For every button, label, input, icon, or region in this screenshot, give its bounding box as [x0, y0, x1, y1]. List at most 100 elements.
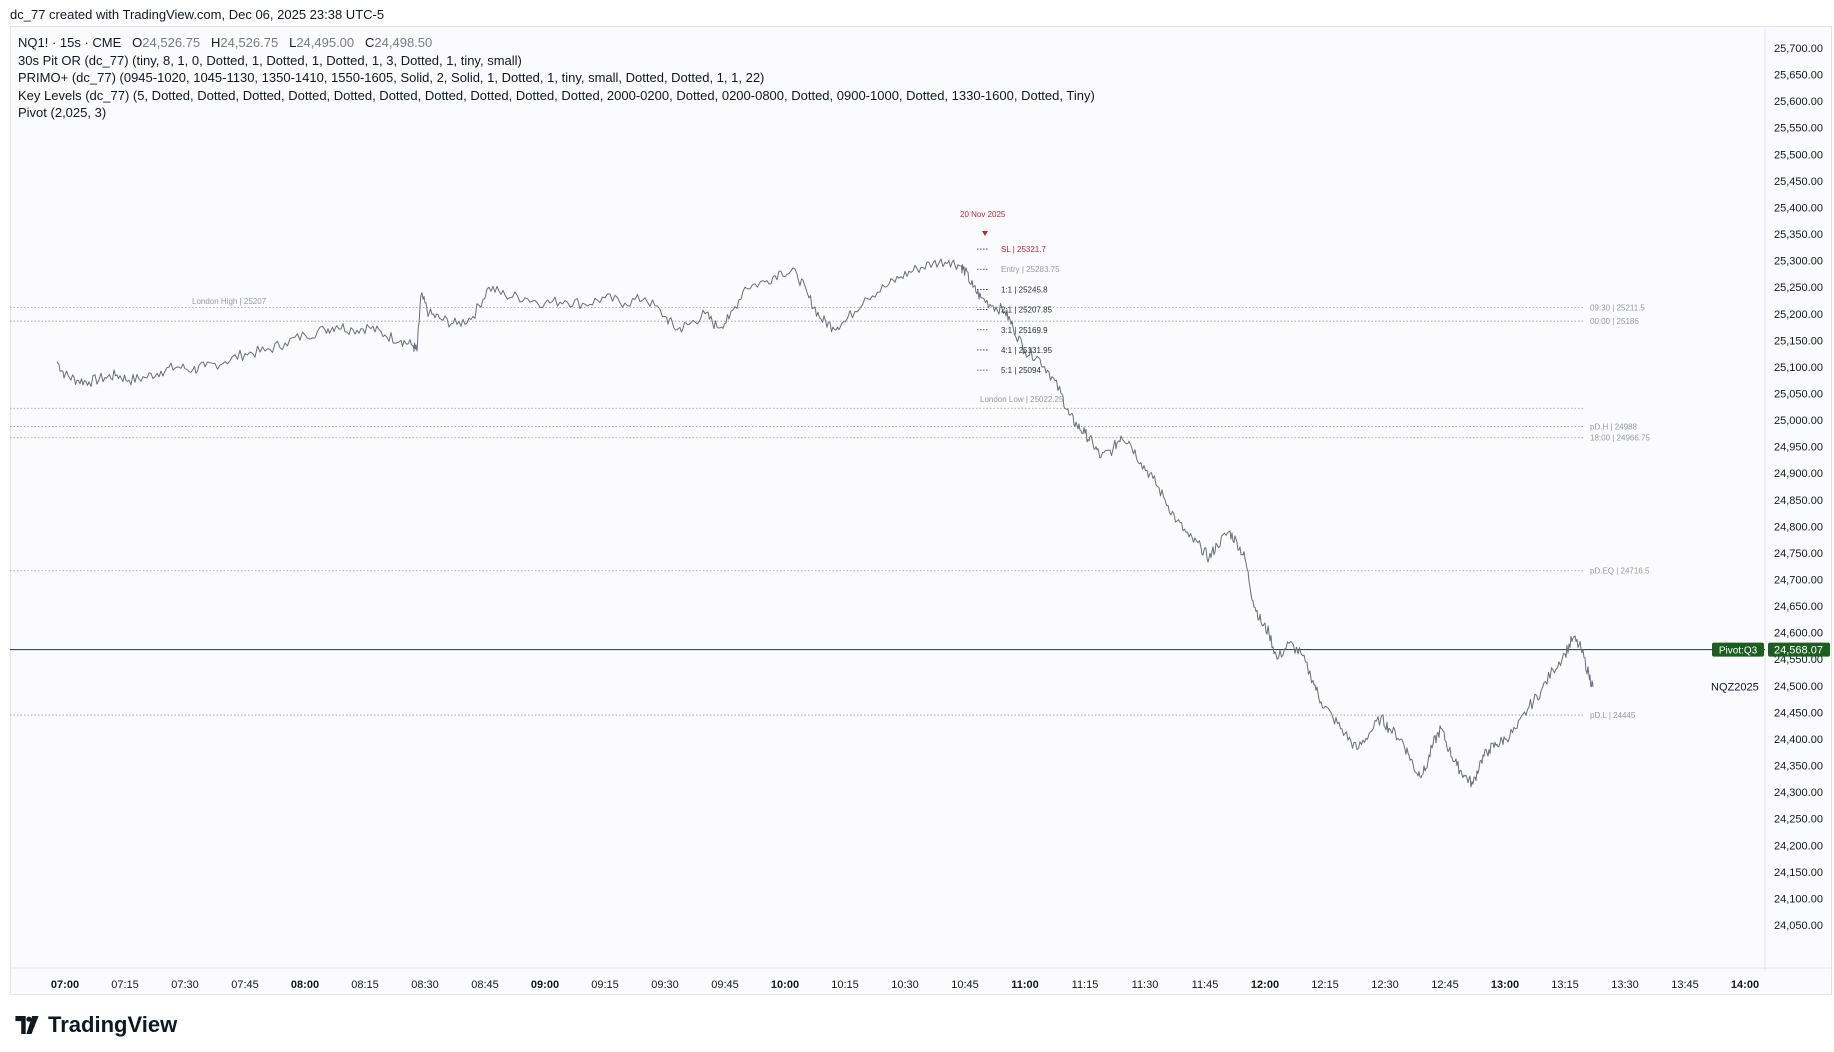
time-axis-tick-label: 09:00	[531, 979, 559, 991]
trade-level-label: Entry | 25283.75	[1001, 265, 1060, 274]
price-axis-tick-label: 25,400.00	[1774, 202, 1823, 214]
tradingview-brand[interactable]: TradingView	[12, 1012, 177, 1038]
price-axis-tick-label: 25,300.00	[1774, 256, 1823, 268]
time-axis-tick-label: 12:00	[1251, 979, 1279, 991]
time-axis-tick-label: 12:15	[1311, 979, 1339, 991]
price-axis-tick-label: 24,750.00	[1774, 548, 1823, 560]
time-axis-tick-label: 07:45	[231, 979, 259, 991]
time-axis-tick-label: 10:00	[771, 979, 799, 991]
indicator-pit-or[interactable]: 30s Pit OR (dc_77) (tiny, 8, 1, 0, Dotte…	[18, 52, 522, 68]
price-axis-tick-label: 24,600.00	[1774, 628, 1823, 640]
price-axis-tick-label: 25,050.00	[1774, 388, 1823, 400]
key-level-label: 18:00 | 24966.75	[1590, 434, 1650, 443]
time-axis-tick-label: 07:00	[51, 979, 79, 991]
price-axis-tick-label: 24,900.00	[1774, 468, 1823, 480]
key-level-label: 00:00 | 25186	[1590, 317, 1639, 326]
price-axis-tick-label: 25,500.00	[1774, 149, 1823, 161]
time-axis-tick-label: 13:15	[1551, 979, 1579, 991]
session-level-label: London High | 25207	[192, 297, 267, 306]
price-axis-tick-label: 24,050.00	[1774, 920, 1823, 932]
time-axis-tick-label: 13:00	[1491, 979, 1519, 991]
price-axis-tick-label: 25,100.00	[1774, 362, 1823, 374]
ohlc-high: H24,526.75	[210, 35, 279, 50]
price-axis-tick-label: 24,250.00	[1774, 814, 1823, 826]
ohlc-open: O24,526.75	[132, 35, 201, 50]
session-level-label: London Low | 25022.25	[980, 395, 1064, 404]
price-axis-tick-label: 24,850.00	[1774, 495, 1823, 507]
chart-frame	[10, 26, 1832, 995]
trade-marker-triangle-icon	[982, 231, 988, 236]
price-axis-tick-label: 25,150.00	[1774, 335, 1823, 347]
key-level-label: 09:30 | 25211.5	[1590, 304, 1645, 313]
key-level-label: pD.EQ | 24716.5	[1590, 567, 1650, 576]
price-axis-tick-label: 24,550.00	[1774, 654, 1823, 666]
price-axis-tick-label: 24,200.00	[1774, 840, 1823, 852]
price-axis-tick-label: 24,100.00	[1774, 893, 1823, 905]
trade-level-label: 3:1 | 25169.9	[1001, 326, 1048, 335]
ohlc-low: L24,495.00	[289, 35, 355, 50]
price-axis-tick-label: 25,650.00	[1774, 70, 1823, 82]
last-price-symbol-label: NQZ2025	[1711, 682, 1759, 694]
time-axis-tick-label: 13:45	[1671, 979, 1699, 991]
indicator-pivot[interactable]: Pivot (2,025, 3)	[18, 105, 107, 120]
price-axis-tick-label: 24,350.00	[1774, 761, 1823, 773]
ohlc-close: C24,498.50	[365, 35, 433, 50]
time-axis-tick-label: 13:30	[1611, 979, 1639, 991]
pivot-name-badge	[1712, 642, 1764, 657]
key-level-label: pD.L | 24445	[1590, 711, 1636, 720]
pivot-value-label: 24,568.07	[1774, 645, 1823, 657]
brand-name: TradingView	[48, 1012, 178, 1037]
price-axis-tick-label: 24,800.00	[1774, 521, 1823, 533]
price-axis-tick-label: 25,000.00	[1774, 415, 1823, 427]
time-axis-tick-label: 08:15	[351, 979, 379, 991]
time-axis-tick-label: 11:30	[1132, 979, 1159, 991]
time-axis-tick-label: 11:45	[1192, 979, 1219, 991]
price-chart[interactable]: 09:30 | 25211.5 00:00 | 25186 pD.H | 24988…	[0, 0, 1834, 1000]
pivot-name-label: Pivot:Q3	[1719, 646, 1758, 657]
price-axis-tick-label: 24,500.00	[1774, 681, 1823, 693]
time-axis-tick-label: 14:00	[1731, 979, 1759, 991]
indicator-primo[interactable]: PRIMO+ (dc_77) (0945-1020, 1045-1130, 13…	[18, 70, 765, 85]
tradingview-logo-icon	[15, 1016, 39, 1034]
time-axis-tick-label: 10:15	[831, 979, 859, 991]
price-axis-tick-label: 24,950.00	[1774, 442, 1823, 454]
time-axis-tick-label: 12:30	[1371, 979, 1399, 991]
trade-level-label: 2:1 | 25207.85	[1001, 306, 1053, 315]
time-axis-tick-label: 07:15	[111, 979, 139, 991]
time-axis-tick-label: 09:30	[651, 979, 679, 991]
price-axis-tick-label: 25,200.00	[1774, 309, 1823, 321]
price-axis-tick-label: 24,450.00	[1774, 707, 1823, 719]
time-axis-tick-label: 08:30	[411, 979, 439, 991]
indicator-key-levels[interactable]: Key Levels (dc_77) (5, Dotted, Dotted, D…	[18, 87, 1095, 103]
price-axis-tick-label: 24,400.00	[1774, 734, 1823, 746]
price-axis-tick-label: 25,700.00	[1774, 43, 1823, 55]
price-axis-tick-label: 25,450.00	[1774, 176, 1823, 188]
key-level-label: pD.H | 24988	[1590, 422, 1638, 431]
price-axis-tick-label: 25,250.00	[1774, 282, 1823, 294]
legend-symbol-row: NQ1! · 15s · CME O24,526.75 H24,526.75 L…	[18, 34, 1095, 52]
trade-date-label: 20 Nov 2025	[960, 210, 1006, 219]
time-axis-tick-label: 08:00	[291, 979, 319, 991]
price-axis-tick-label: 24,150.00	[1774, 867, 1823, 879]
price-axis-tick-label: 24,700.00	[1774, 575, 1823, 587]
time-axis-tick-label: 11:00	[1011, 979, 1039, 991]
time-axis-tick-label: 11:15	[1072, 979, 1099, 991]
price-axis-tick-label: 25,350.00	[1774, 229, 1823, 241]
header-attribution: dc_77 created with TradingView.com, Dec …	[10, 7, 385, 22]
price-axis-tick-label: 24,300.00	[1774, 787, 1823, 799]
trade-level-label: 5:1 | 25094	[1001, 366, 1041, 375]
time-axis-tick-label: 09:15	[591, 979, 619, 991]
price-series-line	[56, 258, 1594, 788]
chart-legend: NQ1! · 15s · CME O24,526.75 H24,526.75 L…	[18, 34, 1095, 122]
price-axis-tick-label: 25,600.00	[1774, 96, 1823, 108]
symbol-label[interactable]: NQ1! · 15s · CME	[18, 35, 122, 50]
price-axis-tick-label: 25,550.00	[1774, 123, 1823, 135]
time-axis-tick-label: 08:45	[471, 979, 499, 991]
trade-level-label: SL | 25321.7	[1001, 245, 1046, 254]
time-axis-tick-label: 10:45	[951, 979, 979, 991]
pivot-value-badge	[1768, 642, 1830, 657]
time-axis-tick-label: 09:45	[711, 979, 739, 991]
time-axis-tick-label: 10:30	[891, 979, 919, 991]
trade-level-label: 4:1 | 25131.95	[1001, 346, 1053, 355]
price-axis-tick-label: 24,650.00	[1774, 601, 1823, 613]
